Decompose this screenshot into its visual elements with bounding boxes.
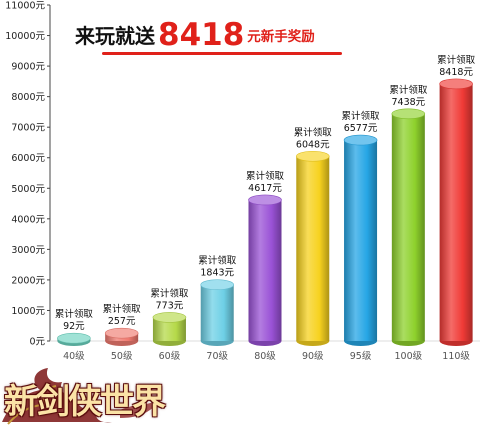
headline-lead: 来玩就送 bbox=[75, 24, 155, 48]
game-logo: 新剑侠世界 bbox=[0, 364, 170, 426]
bar-cap bbox=[248, 194, 282, 206]
bar-95级 bbox=[343, 134, 378, 346]
bar-label-value: 7438元 bbox=[391, 97, 425, 108]
y-tick-label: 0元 bbox=[29, 337, 45, 348]
y-tick-label: 2000元 bbox=[11, 275, 45, 286]
game-logo-text: 新剑侠世界 bbox=[4, 382, 166, 422]
bar-body bbox=[391, 113, 425, 341]
bar-body bbox=[344, 140, 378, 341]
y-tick-label: 7000元 bbox=[11, 123, 45, 134]
x-category-label: 80级 bbox=[254, 350, 276, 362]
bar-cap bbox=[295, 150, 330, 162]
x-category-label: 90级 bbox=[302, 350, 324, 362]
bar-label-prefix: 累计领取 bbox=[437, 54, 476, 66]
bar-cap bbox=[439, 78, 473, 90]
y-axis: 0元 1000元 2000元 3000元 4000元 5000元 6000元 7000元 800… bbox=[5, 1, 51, 348]
dragon-emblem-icon bbox=[2, 368, 160, 425]
x-category-label: 100级 bbox=[395, 350, 423, 362]
bar-90级 bbox=[295, 150, 330, 346]
bar-cap bbox=[152, 312, 187, 323]
y-tick-label: 3000元 bbox=[11, 245, 45, 256]
x-category-label: 60级 bbox=[159, 350, 181, 362]
bar-label-value: 92元 bbox=[63, 321, 85, 332]
bar-label-prefix: 累计领取 bbox=[246, 170, 285, 182]
bar-label-prefix: 累计领取 bbox=[389, 84, 428, 96]
bar-label-value: 257元 bbox=[108, 316, 136, 327]
headline-amount: 8418 bbox=[158, 17, 245, 53]
y-tick-label: 11000元 bbox=[5, 1, 45, 12]
bar-body bbox=[200, 284, 234, 341]
bar-cap bbox=[200, 279, 235, 291]
bar-label-value: 773元 bbox=[156, 300, 184, 311]
bar-50级 bbox=[104, 327, 139, 346]
y-tick-label: 4000元 bbox=[11, 214, 45, 225]
bar-body bbox=[248, 199, 282, 341]
bar-label-prefix: 累计领取 bbox=[342, 110, 381, 122]
bar-label-value: 4617元 bbox=[248, 183, 282, 194]
bar-label-value: 6577元 bbox=[344, 123, 378, 134]
bar-80级 bbox=[248, 194, 282, 346]
bar-100级 bbox=[391, 108, 426, 346]
bar-label-prefix: 累计领取 bbox=[294, 126, 333, 138]
bar-label-prefix: 累计领取 bbox=[103, 303, 142, 315]
bar-label-value: 6048元 bbox=[296, 139, 330, 150]
bar-label-value: 1843元 bbox=[200, 268, 234, 279]
x-category-label: 40级 bbox=[63, 350, 85, 362]
bar-cap bbox=[343, 134, 378, 146]
bar-70级 bbox=[200, 279, 235, 346]
y-tick-label: 9000元 bbox=[11, 62, 45, 73]
x-category-label: 70级 bbox=[206, 350, 228, 362]
x-category-label: 110级 bbox=[442, 350, 470, 362]
bar-40级 bbox=[57, 332, 91, 346]
y-tick-label: 6000元 bbox=[11, 153, 45, 164]
bar-cap bbox=[57, 332, 91, 344]
bar-body bbox=[152, 317, 186, 341]
bar-cap bbox=[104, 327, 139, 339]
headline-tail: 元新手奖励 bbox=[247, 29, 315, 45]
bar-body bbox=[296, 156, 330, 341]
headline: 来玩就送 8418 元新手奖励 bbox=[75, 18, 315, 52]
x-category-label: 95级 bbox=[350, 350, 372, 362]
y-tick-label: 1000元 bbox=[11, 306, 45, 317]
y-tick-label: 10000元 bbox=[5, 31, 45, 42]
bar-cap bbox=[391, 108, 426, 120]
bar-label-prefix: 累计领取 bbox=[150, 287, 189, 299]
bar-body bbox=[439, 83, 473, 342]
bar-label-value: 8418元 bbox=[439, 67, 473, 78]
y-tick-label: 8000元 bbox=[11, 92, 45, 103]
bars bbox=[57, 78, 473, 346]
bar-labels: 累计领取92元累计领取257元累计领取773元累计领取1843元累计领取4617… bbox=[55, 54, 476, 332]
x-category-label: 50级 bbox=[111, 350, 133, 362]
bar-110级 bbox=[439, 78, 473, 346]
bar-60级 bbox=[152, 312, 187, 346]
headline-underline bbox=[102, 52, 342, 55]
bar-label-prefix: 累计领取 bbox=[55, 308, 94, 320]
bar-label-prefix: 累计领取 bbox=[198, 255, 237, 267]
y-tick-label: 5000元 bbox=[11, 184, 45, 195]
